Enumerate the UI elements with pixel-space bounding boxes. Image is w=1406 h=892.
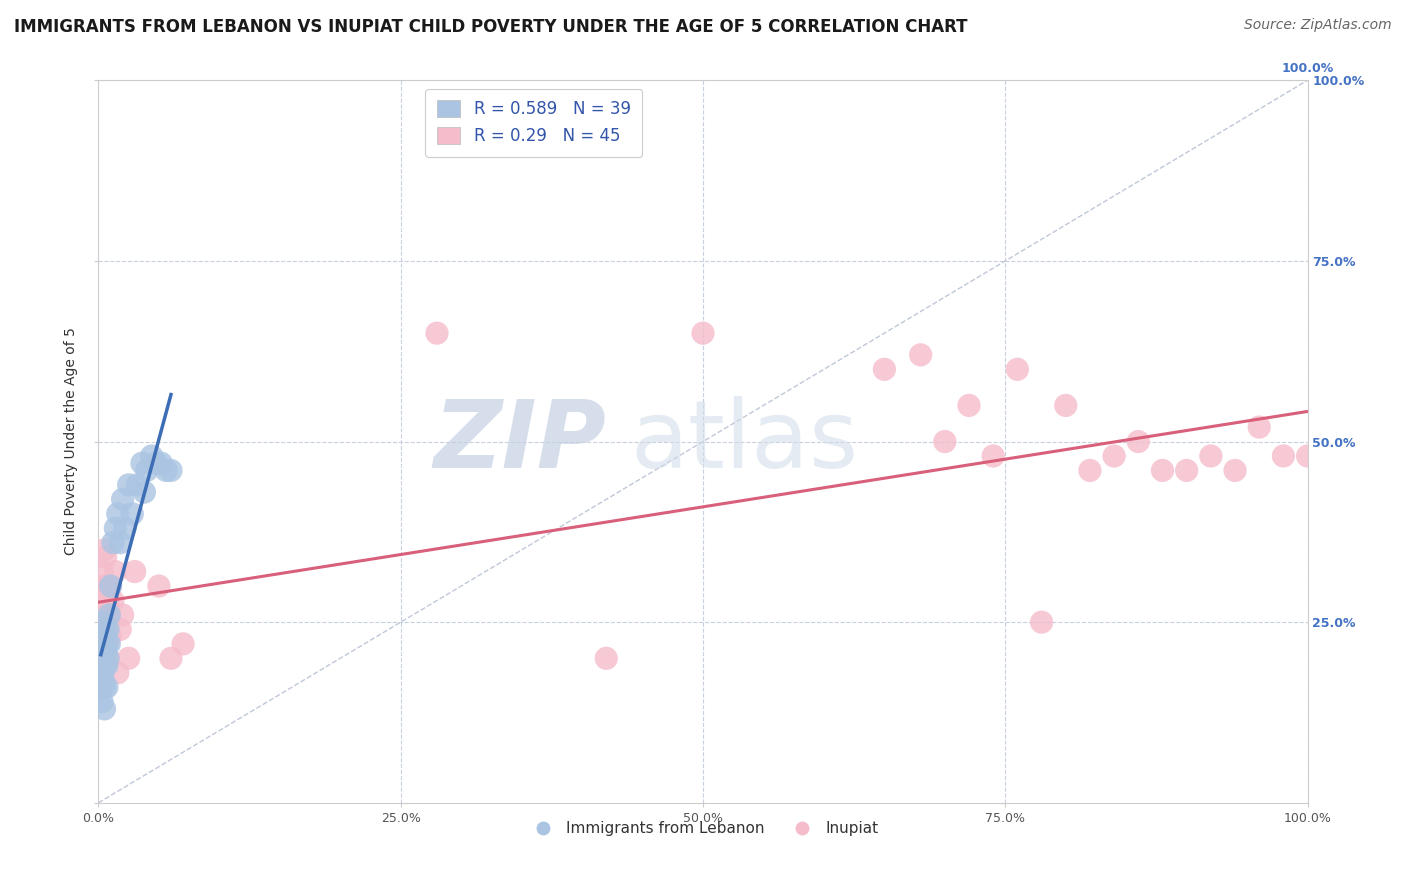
Point: [131, 456, 153, 470]
Point: [1223, 463, 1246, 477]
Point: [97, 651, 120, 665]
Point: [121, 507, 143, 521]
Point: [93, 630, 115, 644]
Point: [155, 463, 177, 477]
Point: [98, 607, 121, 622]
Point: [91, 673, 114, 687]
Point: [100, 579, 122, 593]
Point: [96, 637, 118, 651]
Point: [111, 492, 134, 507]
Point: [96, 658, 118, 673]
Point: [1128, 434, 1150, 449]
Point: [100, 579, 122, 593]
Point: [90, 680, 112, 694]
Point: [160, 463, 183, 477]
Point: [148, 579, 170, 593]
Point: [108, 623, 131, 637]
Point: [1031, 615, 1053, 630]
Point: [1249, 420, 1271, 434]
Y-axis label: Child Poverty Under the Age of 5: Child Poverty Under the Age of 5: [65, 327, 79, 556]
Point: [91, 665, 114, 680]
Point: [100, 630, 122, 644]
Point: [114, 521, 136, 535]
Point: [1078, 463, 1101, 477]
Point: [1175, 463, 1198, 477]
Point: [124, 565, 146, 579]
Point: [91, 579, 114, 593]
Point: [101, 535, 124, 549]
Point: [94, 615, 117, 630]
Point: [98, 637, 121, 651]
Point: [1152, 463, 1174, 477]
Point: [96, 579, 118, 593]
Point: [957, 398, 980, 412]
Point: [93, 593, 115, 607]
Point: [93, 680, 115, 694]
Point: [108, 535, 131, 549]
Point: [1102, 449, 1125, 463]
Point: [1296, 449, 1319, 463]
Point: [93, 542, 115, 557]
Point: [134, 485, 156, 500]
Point: [595, 651, 617, 665]
Point: [97, 623, 120, 637]
Point: [94, 623, 117, 637]
Point: [1054, 398, 1077, 412]
Point: [160, 651, 183, 665]
Point: [1272, 449, 1295, 463]
Point: [910, 348, 932, 362]
Text: ZIP: ZIP: [433, 395, 606, 488]
Point: [145, 456, 167, 470]
Point: [150, 456, 173, 470]
Point: [107, 665, 129, 680]
Point: [91, 651, 114, 665]
Point: [118, 651, 141, 665]
Point: [91, 565, 114, 579]
Point: [104, 521, 127, 535]
Point: [96, 680, 118, 694]
Point: [91, 637, 114, 651]
Point: [90, 651, 112, 665]
Point: [1007, 362, 1029, 376]
Text: atlas: atlas: [630, 395, 859, 488]
Point: [692, 326, 714, 340]
Point: [104, 565, 127, 579]
Point: [127, 478, 149, 492]
Point: [118, 478, 141, 492]
Point: [111, 607, 134, 622]
Point: [93, 658, 115, 673]
Point: [101, 593, 124, 607]
Point: [1199, 449, 1222, 463]
Point: [97, 651, 120, 665]
Point: [172, 637, 194, 651]
Point: [981, 449, 1004, 463]
Point: [94, 550, 117, 565]
Point: [135, 463, 157, 477]
Point: [96, 637, 118, 651]
Point: [141, 449, 163, 463]
Point: [91, 615, 114, 630]
Point: [93, 702, 115, 716]
Point: [107, 507, 129, 521]
Legend: Immigrants from Lebanon, Inupiat: Immigrants from Lebanon, Inupiat: [522, 815, 884, 842]
Point: [94, 644, 117, 658]
Point: [91, 695, 114, 709]
Point: [426, 326, 449, 340]
Point: [98, 607, 121, 622]
Text: IMMIGRANTS FROM LEBANON VS INUPIAT CHILD POVERTY UNDER THE AGE OF 5 CORRELATION : IMMIGRANTS FROM LEBANON VS INUPIAT CHILD…: [14, 18, 967, 36]
Point: [934, 434, 956, 449]
Point: [873, 362, 896, 376]
Point: [97, 593, 120, 607]
Text: Source: ZipAtlas.com: Source: ZipAtlas.com: [1244, 18, 1392, 32]
